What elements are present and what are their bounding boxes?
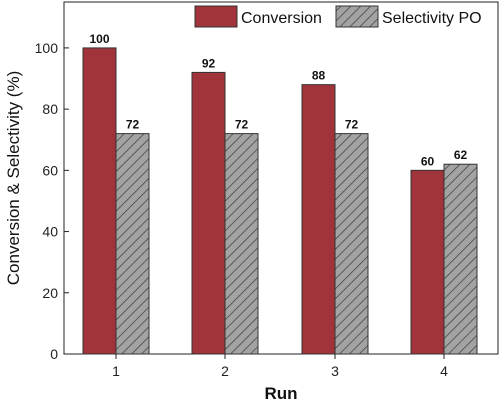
label-conversion-run-3: 88 (312, 69, 326, 83)
bars (82, 47, 478, 355)
bar-conversion-run-1 (82, 47, 117, 355)
label-selectivity-run-4: 62 (454, 148, 468, 162)
bar-selectivity-run-1 (115, 133, 150, 355)
bar-selectivity-run-2 (224, 133, 259, 355)
data-labels: 100 72 92 72 88 72 60 62 (89, 32, 467, 168)
label-conversion-run-2: 92 (202, 56, 216, 70)
legend: Conversion Selectivity PO (194, 5, 482, 28)
y-axis-title: Conversion & Selectivity (%) (4, 71, 23, 285)
legend-swatch-selectivity (335, 5, 379, 28)
y-axis: 0 20 40 60 80 100 (35, 40, 69, 362)
y-tick-label: 100 (35, 40, 59, 56)
bar-selectivity-run-3 (334, 133, 369, 355)
bar-conversion-run-3 (301, 84, 336, 355)
x-axis-title: Run (264, 384, 297, 403)
legend-label-conversion: Conversion (241, 10, 322, 27)
label-conversion-run-4: 60 (421, 154, 435, 168)
x-tick-label: 2 (221, 363, 229, 379)
x-axis: 1 2 3 4 (112, 354, 448, 379)
bar-conversion-run-4 (410, 169, 445, 355)
x-tick-label: 3 (331, 363, 339, 379)
label-selectivity-run-3: 72 (345, 118, 359, 132)
label-selectivity-run-2: 72 (235, 118, 249, 132)
y-tick-label: 40 (42, 224, 58, 240)
label-selectivity-run-1: 72 (126, 118, 140, 132)
plot-frame (63, 1, 499, 355)
legend-label-selectivity: Selectivity PO (382, 10, 482, 27)
label-conversion-run-1: 100 (89, 32, 109, 46)
legend-swatch-conversion (194, 5, 238, 28)
y-tick-label: 60 (42, 162, 58, 178)
y-tick-label: 0 (50, 346, 58, 362)
x-tick-label: 1 (112, 363, 120, 379)
bar-conversion-run-2 (191, 71, 226, 355)
x-tick-label: 4 (440, 363, 448, 379)
y-tick-label: 20 (42, 285, 58, 301)
bar-selectivity-run-4 (443, 163, 478, 355)
y-tick-label: 80 (42, 101, 58, 117)
